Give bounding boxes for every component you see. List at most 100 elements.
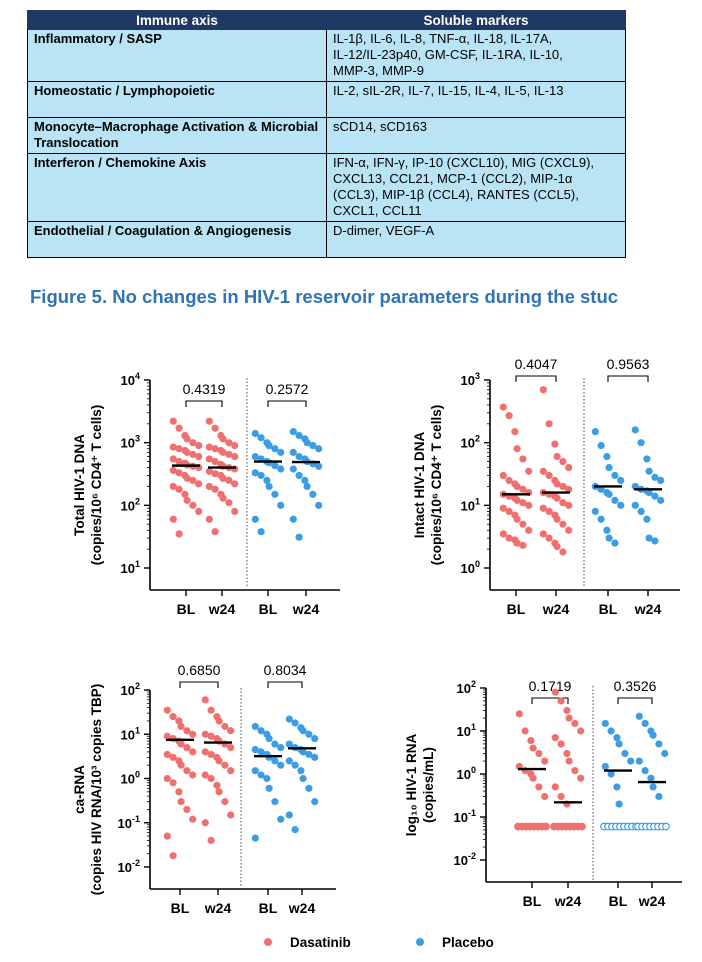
y-tick-exponent: 1 bbox=[135, 559, 140, 569]
data-point bbox=[183, 743, 191, 752]
data-point bbox=[169, 753, 177, 761]
data-point bbox=[525, 467, 533, 475]
data-point bbox=[295, 431, 303, 440]
data-point bbox=[605, 490, 613, 498]
data-point bbox=[645, 488, 653, 497]
data-point bbox=[635, 757, 643, 765]
data-point bbox=[649, 783, 657, 791]
data-point bbox=[615, 740, 623, 748]
data-point bbox=[207, 706, 215, 714]
data-point bbox=[571, 719, 579, 728]
data-point bbox=[169, 779, 177, 787]
data-point bbox=[175, 717, 183, 725]
data-point bbox=[169, 443, 177, 451]
marker-line: MMP-3, MMP-9 bbox=[333, 63, 424, 78]
data-point bbox=[291, 826, 299, 834]
y-axis-label: log₁₀ HIV-1 RNA bbox=[404, 734, 419, 837]
y-tick-exponent: 2 bbox=[135, 496, 140, 506]
data-point bbox=[605, 464, 613, 472]
x-tick-label: w24 bbox=[554, 893, 582, 909]
x-tick-label: w24 bbox=[292, 601, 320, 617]
data-point bbox=[651, 492, 659, 500]
data-point bbox=[643, 515, 651, 523]
data-point bbox=[545, 471, 553, 480]
data-point bbox=[211, 470, 219, 478]
data-point bbox=[175, 485, 183, 493]
data-point bbox=[251, 745, 259, 754]
data-point bbox=[277, 743, 285, 752]
data-point bbox=[285, 811, 293, 819]
data-point bbox=[559, 548, 567, 556]
x-tick-label: w24 bbox=[204, 900, 232, 916]
data-point bbox=[615, 800, 623, 808]
data-point bbox=[607, 770, 615, 778]
data-point bbox=[641, 719, 649, 728]
legend-marker bbox=[264, 938, 272, 946]
data-point bbox=[637, 439, 645, 447]
data-point bbox=[225, 450, 233, 458]
data-point bbox=[647, 774, 655, 782]
y-tick-exponent: 1 bbox=[135, 725, 140, 735]
data-point bbox=[183, 727, 191, 735]
data-point bbox=[225, 476, 233, 484]
data-point bbox=[169, 466, 177, 475]
data-point bbox=[539, 386, 547, 394]
data-point bbox=[559, 499, 567, 507]
y-axis-label: (copies/10⁶ CD4⁺ T cells) bbox=[89, 405, 104, 565]
y-axis-label: Intact HIV-1 DNA bbox=[412, 431, 427, 538]
y-axis-label: ca-RNA bbox=[72, 765, 87, 814]
data-point bbox=[183, 805, 191, 814]
data-point bbox=[505, 534, 513, 542]
y-tick-label: 101 bbox=[461, 496, 480, 513]
data-point bbox=[519, 499, 527, 507]
data-point bbox=[513, 445, 521, 453]
x-tick-label: BL bbox=[259, 900, 278, 916]
data-point bbox=[627, 757, 635, 765]
data-point bbox=[177, 740, 185, 748]
data-point bbox=[271, 798, 279, 806]
data-point bbox=[271, 490, 279, 498]
data-point bbox=[291, 761, 299, 769]
y-axis-label: (copies/10⁶ CD4⁺ T cells) bbox=[429, 405, 444, 565]
data-point bbox=[551, 440, 559, 448]
data-point bbox=[201, 730, 209, 738]
data-point bbox=[597, 515, 605, 523]
data-point bbox=[315, 445, 323, 453]
data-point bbox=[519, 455, 527, 463]
data-point bbox=[163, 774, 171, 783]
x-tick-label: w24 bbox=[288, 900, 316, 916]
data-point bbox=[631, 501, 639, 509]
data-point bbox=[227, 727, 235, 735]
data-point bbox=[271, 740, 279, 748]
table-cell-markers: sCD14, sCD163 bbox=[326, 117, 626, 154]
data-point bbox=[557, 740, 565, 748]
data-point bbox=[499, 471, 507, 480]
data-point bbox=[215, 788, 223, 796]
data-point bbox=[183, 474, 191, 482]
data-point bbox=[231, 441, 239, 450]
data-point bbox=[505, 412, 513, 420]
data-point bbox=[657, 476, 665, 484]
data-point bbox=[213, 781, 221, 789]
significance-bracket bbox=[267, 681, 303, 688]
data-point bbox=[251, 429, 259, 438]
p-value-label: 0.3526 bbox=[614, 678, 657, 694]
data-point bbox=[231, 480, 239, 488]
data-point bbox=[219, 474, 227, 482]
data-point bbox=[565, 757, 573, 765]
marker-line: IL-1β, IL-6, IL-8, TNF-α, IL-18, IL-17A, bbox=[333, 31, 553, 46]
data-point bbox=[257, 471, 265, 480]
data-point bbox=[295, 471, 303, 480]
data-point bbox=[257, 748, 265, 756]
data-point bbox=[505, 507, 513, 516]
data-point bbox=[637, 507, 645, 516]
data-point bbox=[299, 774, 307, 783]
x-tick-label: BL bbox=[171, 900, 190, 916]
y-tick-exponent: 0 bbox=[475, 559, 480, 569]
data-point bbox=[189, 476, 197, 484]
data-point bbox=[289, 428, 297, 436]
x-tick-label: w24 bbox=[638, 893, 666, 909]
y-tick-label: 10-2 bbox=[118, 858, 140, 875]
data-point bbox=[183, 448, 191, 456]
